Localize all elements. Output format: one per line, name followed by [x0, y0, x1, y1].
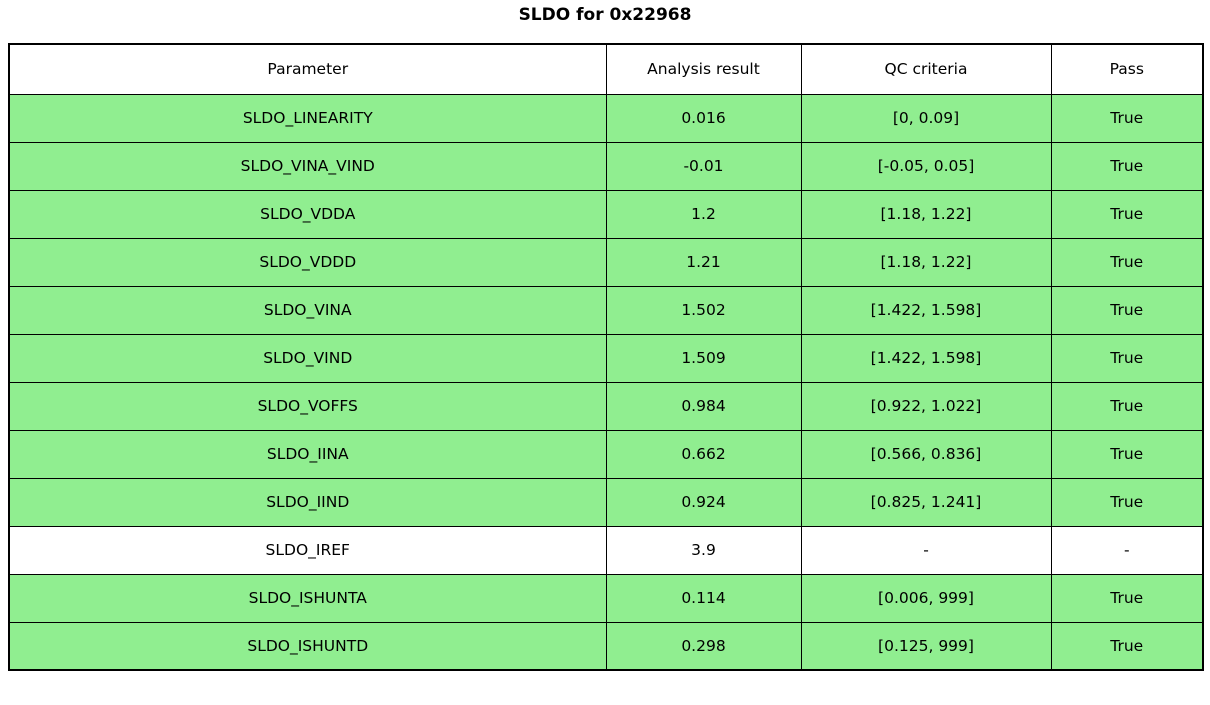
qc-results-table: Parameter Analysis result QC criteria Pa… [8, 43, 1204, 671]
cell-pass: True [1050, 573, 1204, 623]
cell-qc-criteria: [0.922, 1.022] [800, 381, 1052, 431]
cell-analysis-result: 1.21 [605, 237, 802, 287]
table-row: SLDO_VIND 1.509 [1.422, 1.598] True [8, 333, 1204, 383]
cell-analysis-result: 0.984 [605, 381, 802, 431]
cell-parameter: SLDO_VDDD [8, 237, 607, 287]
table-row: SLDO_ISHUNTA 0.114 [0.006, 999] True [8, 573, 1204, 623]
cell-pass: True [1050, 189, 1204, 239]
cell-analysis-result: 0.298 [605, 621, 802, 671]
cell-analysis-result: 0.662 [605, 429, 802, 479]
cell-parameter: SLDO_VINA_VIND [8, 141, 607, 191]
cell-parameter: SLDO_ISHUNTD [8, 621, 607, 671]
table-row: SLDO_IREF 3.9 - - [8, 525, 1204, 575]
table-header-row: Parameter Analysis result QC criteria Pa… [8, 43, 1204, 95]
column-header-qc-criteria: QC criteria [800, 43, 1052, 95]
table-row: SLDO_VOFFS 0.984 [0.922, 1.022] True [8, 381, 1204, 431]
column-header-pass: Pass [1050, 43, 1204, 95]
table-row: SLDO_VINA_VIND -0.01 [-0.05, 0.05] True [8, 141, 1204, 191]
column-header-parameter: Parameter [8, 43, 607, 95]
cell-pass: True [1050, 237, 1204, 287]
cell-qc-criteria: [0, 0.09] [800, 93, 1052, 143]
cell-parameter: SLDO_LINEARITY [8, 93, 607, 143]
cell-pass: True [1050, 381, 1204, 431]
cell-qc-criteria: [0.125, 999] [800, 621, 1052, 671]
cell-analysis-result: 1.509 [605, 333, 802, 383]
cell-analysis-result: 1.2 [605, 189, 802, 239]
cell-parameter: SLDO_ISHUNTA [8, 573, 607, 623]
page-title: SLDO for 0x22968 [518, 5, 692, 25]
cell-parameter: SLDO_VDDA [8, 189, 607, 239]
cell-analysis-result: 0.924 [605, 477, 802, 527]
cell-qc-criteria: [1.18, 1.22] [800, 189, 1052, 239]
cell-analysis-result: 0.114 [605, 573, 802, 623]
cell-pass: True [1050, 141, 1204, 191]
cell-pass: True [1050, 429, 1204, 479]
cell-pass: True [1050, 285, 1204, 335]
column-header-analysis-result: Analysis result [605, 43, 802, 95]
table-row: SLDO_VINA 1.502 [1.422, 1.598] True [8, 285, 1204, 335]
table-row: SLDO_IINA 0.662 [0.566, 0.836] True [8, 429, 1204, 479]
cell-analysis-result: 0.016 [605, 93, 802, 143]
cell-parameter: SLDO_VIND [8, 333, 607, 383]
cell-pass: True [1050, 93, 1204, 143]
cell-parameter: SLDO_VOFFS [8, 381, 607, 431]
cell-parameter: SLDO_VINA [8, 285, 607, 335]
table-header: Parameter Analysis result QC criteria Pa… [8, 43, 1204, 95]
cell-analysis-result: 1.502 [605, 285, 802, 335]
cell-pass: True [1050, 621, 1204, 671]
cell-analysis-result: 3.9 [605, 525, 802, 575]
cell-pass: True [1050, 333, 1204, 383]
cell-qc-criteria: [1.422, 1.598] [800, 333, 1052, 383]
cell-parameter: SLDO_IINA [8, 429, 607, 479]
cell-qc-criteria: [-0.05, 0.05] [800, 141, 1052, 191]
cell-qc-criteria: - [800, 525, 1052, 575]
cell-qc-criteria: [0.006, 999] [800, 573, 1052, 623]
cell-parameter: SLDO_IREF [8, 525, 607, 575]
table-row: SLDO_IIND 0.924 [0.825, 1.241] True [8, 477, 1204, 527]
table-row: SLDO_VDDA 1.2 [1.18, 1.22] True [8, 189, 1204, 239]
cell-parameter: SLDO_IIND [8, 477, 607, 527]
cell-qc-criteria: [0.825, 1.241] [800, 477, 1052, 527]
cell-analysis-result: -0.01 [605, 141, 802, 191]
table-row: SLDO_ISHUNTD 0.298 [0.125, 999] True [8, 621, 1204, 671]
table-row: SLDO_VDDD 1.21 [1.18, 1.22] True [8, 237, 1204, 287]
cell-qc-criteria: [0.566, 0.836] [800, 429, 1052, 479]
table-body: SLDO_LINEARITY 0.016 [0, 0.09] True SLDO… [8, 93, 1204, 671]
cell-pass: True [1050, 477, 1204, 527]
table-row: SLDO_LINEARITY 0.016 [0, 0.09] True [8, 93, 1204, 143]
cell-qc-criteria: [1.422, 1.598] [800, 285, 1052, 335]
cell-pass: - [1050, 525, 1204, 575]
cell-qc-criteria: [1.18, 1.22] [800, 237, 1052, 287]
